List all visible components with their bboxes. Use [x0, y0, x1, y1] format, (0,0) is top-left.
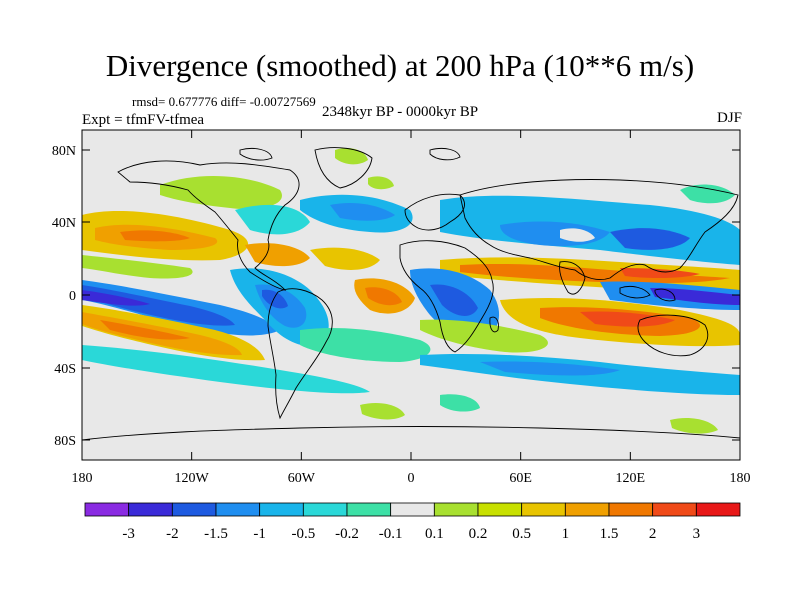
contour-region	[335, 148, 368, 165]
colorbar-label: 0.2	[469, 526, 488, 542]
contour-region	[420, 319, 548, 353]
colorbar-label: 1	[562, 526, 570, 542]
colorbar-label: 1.5	[600, 526, 619, 542]
lat-tick-label: 80S	[54, 434, 76, 449]
contour-region	[82, 255, 193, 279]
contour-region	[360, 403, 405, 420]
colorbar-swatch	[521, 502, 566, 517]
lon-tick-label: 180	[72, 471, 93, 486]
contour-region	[365, 287, 402, 306]
contour-region	[368, 176, 394, 190]
colorbar: -3 -2 -1.5 -1 -0.5 -0.2 -0.1 0.1 0.2 0.5 1 1.5 2 3	[84, 502, 741, 542]
colorbar-label: 3	[693, 526, 701, 542]
contour-region	[670, 418, 718, 434]
colorbar-label: -0.1	[379, 526, 403, 542]
contour-field	[82, 130, 740, 460]
contour-region	[480, 361, 620, 376]
period-label: 2348kyr BP - 0000kyr BP	[322, 104, 479, 120]
lon-tick-label: 180	[730, 471, 751, 486]
colorbar-label: -1	[253, 526, 266, 542]
colorbar-swatch	[433, 502, 479, 517]
contour-region	[300, 328, 431, 362]
colorbar-swatch	[346, 502, 392, 517]
contour-region	[310, 247, 380, 270]
colorbar-label: -0.5	[291, 526, 315, 542]
contour-region	[650, 288, 740, 305]
colorbar-label: -2	[166, 526, 179, 542]
colorbar-swatch	[608, 502, 654, 517]
contour-region	[100, 320, 190, 340]
contour-region	[680, 184, 735, 204]
colorbar-label: 0.5	[512, 526, 531, 542]
contour-region	[82, 285, 235, 326]
colorbar-swatch	[564, 502, 610, 517]
season-label: DJF	[716, 110, 742, 126]
lat-ticks: 80N 40N 0 40S 80S	[52, 144, 740, 449]
lat-tick-label: 0	[69, 289, 76, 304]
lat-tick-label: 40S	[54, 362, 76, 377]
lon-tick-label: 60E	[509, 471, 532, 486]
colorbar-label: 0.1	[425, 526, 444, 542]
contour-region	[120, 230, 190, 242]
contour-region	[245, 243, 310, 267]
colorbar-swatch	[652, 502, 697, 517]
colorbar-swatch	[171, 502, 217, 517]
lat-tick-label: 40N	[52, 216, 76, 231]
lon-tick-label: 60W	[288, 471, 316, 486]
colorbar-swatch	[477, 502, 523, 517]
colorbar-swatch	[302, 502, 348, 517]
contour-region	[440, 394, 480, 412]
colorbar-swatch	[390, 502, 435, 517]
colorbar-label: -3	[122, 526, 135, 542]
contour-region	[430, 284, 478, 316]
lon-tick-label: 0	[408, 471, 415, 486]
map-title: Divergence (smoothed) at 200 hPa (10**6 …	[105, 48, 695, 83]
contour-region	[262, 289, 288, 309]
contour-region	[460, 263, 730, 284]
colorbar-swatch	[84, 502, 130, 517]
contour-region	[330, 203, 395, 221]
lat-tick-label: 80N	[52, 144, 76, 159]
lon-ticks: 180 120W 60W 0 60E 120E 180	[72, 130, 751, 486]
coastlines	[82, 147, 740, 441]
colorbar-label: 2	[649, 526, 657, 542]
colorbar-swatch	[259, 502, 304, 517]
stats-label: rmsd= 0.677776 diff= -0.00727569	[132, 94, 316, 109]
colorbar-swatch	[695, 502, 741, 517]
lon-tick-label: 120E	[616, 471, 646, 486]
colorbar-swatch	[128, 502, 173, 517]
colorbar-label: -1.5	[204, 526, 228, 542]
expt-label: Expt = tfmFV-tfmea	[82, 112, 205, 128]
lon-tick-label: 120W	[175, 471, 210, 486]
contour-region	[560, 228, 595, 242]
colorbar-swatch	[215, 502, 261, 517]
colorbar-label: -0.2	[335, 526, 359, 542]
contour-region	[235, 204, 310, 235]
contour-region	[82, 290, 150, 306]
contour-region	[620, 268, 700, 279]
contour-region	[580, 311, 675, 327]
contour-region	[610, 228, 690, 250]
contour-region	[160, 175, 282, 210]
contour-region	[82, 345, 370, 394]
